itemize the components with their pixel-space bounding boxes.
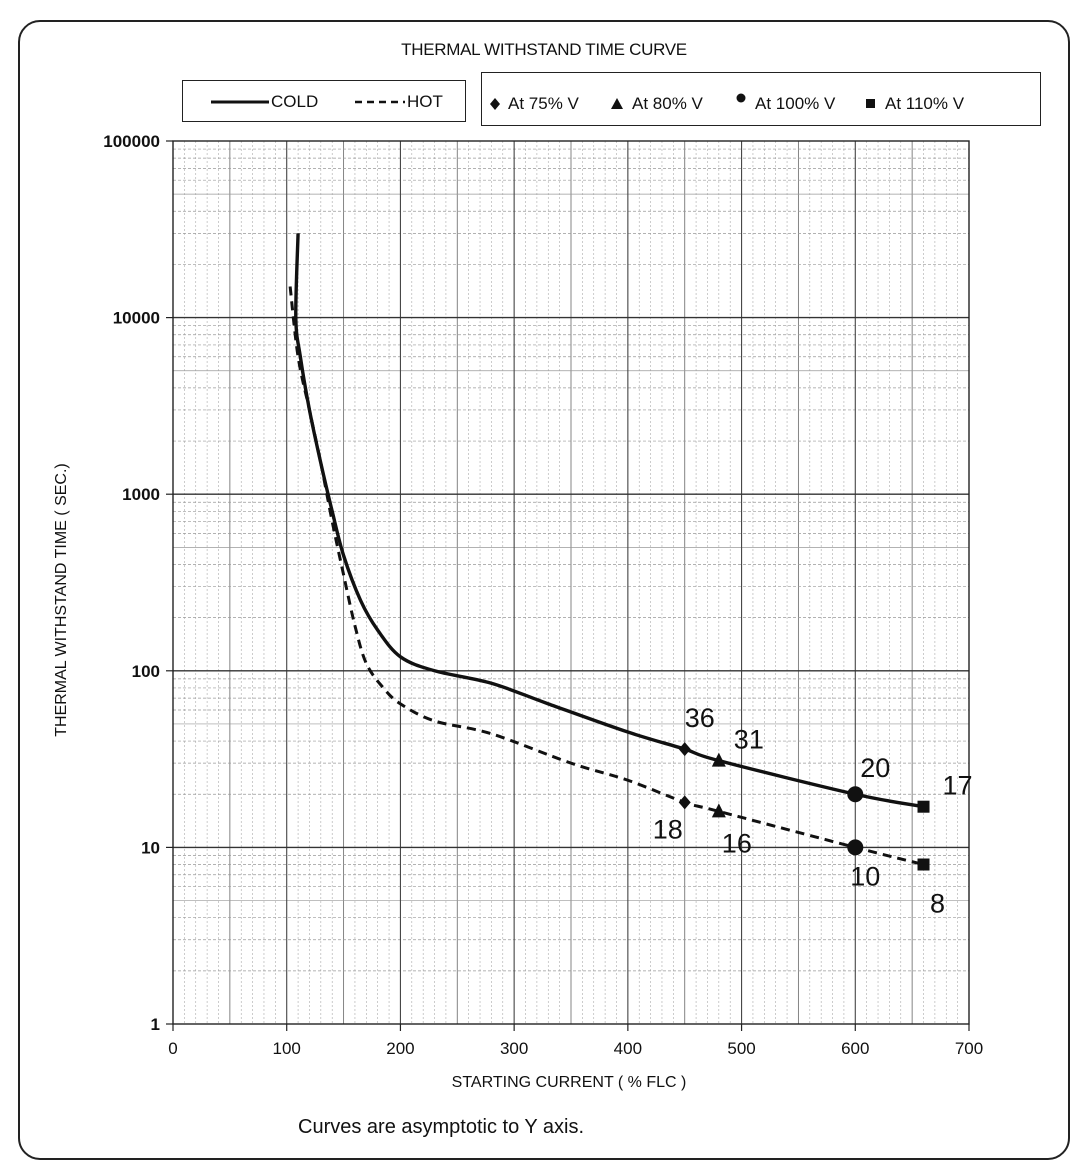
outer-frame bbox=[18, 20, 1070, 1160]
legend-square-marker bbox=[866, 99, 875, 108]
legend-lines: COLD HOT bbox=[182, 80, 466, 122]
legend-line-samples bbox=[211, 100, 405, 104]
chart-title: THERMAL WITHSTAND TIME CURVE bbox=[401, 40, 687, 59]
legend-marker-samples bbox=[490, 93, 875, 110]
legend-75v-label: At 75% V bbox=[508, 94, 579, 113]
legend-110v-label: At 110% V bbox=[885, 94, 965, 113]
legend-hot-label: HOT bbox=[407, 92, 443, 111]
legend-markers: At 75% V At 80% V At 100% V At 110% V bbox=[481, 72, 1041, 126]
y-axis-label: THERMAL WITHSTAND TIME ( SEC.) bbox=[53, 463, 70, 737]
legend-cold-label: COLD bbox=[271, 92, 319, 111]
legend-diamond-marker bbox=[490, 98, 500, 110]
legend-80v-label: At 80% V bbox=[632, 94, 703, 113]
legend-100v-label: At 100% V bbox=[755, 94, 836, 113]
legend-triangle-marker bbox=[611, 98, 623, 109]
legend-circle-marker bbox=[736, 93, 746, 103]
footnote: Curves are asymptotic to Y axis. bbox=[298, 1116, 585, 1138]
x-axis-label: STARTING CURRENT ( % FLC ) bbox=[451, 1074, 687, 1091]
